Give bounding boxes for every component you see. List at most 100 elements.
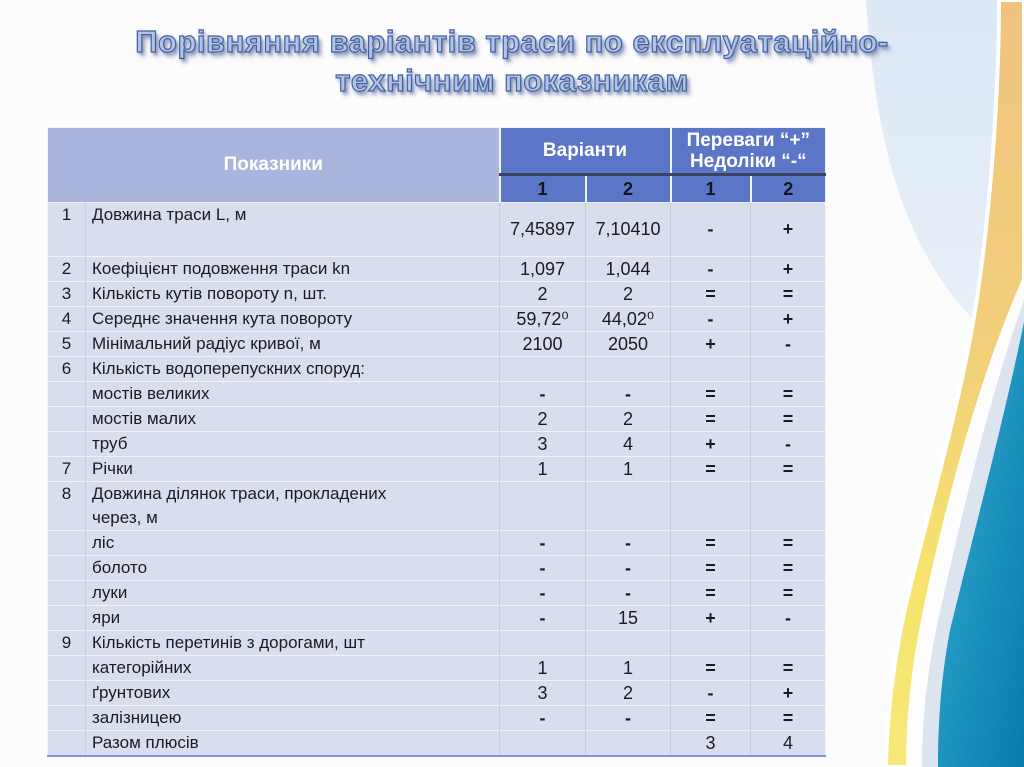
cell-indicator-name: Коефіцієнт подовження траси kn	[85, 256, 500, 282]
table-row: 1 Довжина траси L, м 7,45897 7,10410- +	[47, 202, 826, 257]
cell-pros-2-value: +	[750, 306, 826, 332]
cell-row-number	[47, 431, 86, 457]
cell-variant-1-value: 7,45897	[499, 202, 586, 257]
cell-pros-1-value: -	[670, 680, 751, 706]
table-row: категорійних 1 1 = =	[47, 655, 826, 681]
slide-title-line-1: Порівняння варіантів траси по експлуатац…	[135, 23, 889, 59]
cell-variant-1-value: 2100	[499, 331, 586, 357]
cell-row-number: 7	[47, 456, 86, 482]
table-header: Показники Варіанти Переваги “+” Недоліки…	[47, 127, 826, 203]
cell-indicator-name: категорійних	[85, 655, 500, 681]
cell-indicator-name: луки	[85, 580, 500, 606]
cell-variant-2-value: 1	[584, 655, 671, 681]
cell-indicator-name: яри	[85, 605, 500, 631]
cell-indicator-name: Довжина ділянок траси, прокладених через…	[85, 481, 500, 531]
cell-variant-2-value: -	[584, 530, 671, 556]
cell-variant-1-value	[499, 481, 586, 531]
header-variants: Варіанти	[498, 127, 671, 176]
cell-row-number: 2	[47, 256, 86, 282]
cell-pros-2-value: +	[750, 202, 826, 257]
cell-indicator-name: мостів малих	[85, 406, 500, 432]
cell-pros-1-value: =	[670, 555, 751, 581]
cell-pros-2-value: =	[750, 655, 826, 681]
header-pros-2: 2	[749, 174, 826, 203]
cell-pros-1-value: 3	[670, 730, 751, 756]
table-row: 8 Довжина ділянок траси, прокладених чере…	[47, 481, 826, 531]
table-row: луки - - = =	[47, 580, 826, 606]
table-row: ліс - - = =	[47, 530, 826, 556]
cell-pros-2-value: =	[750, 381, 826, 407]
cell-variant-1-value: 2	[499, 406, 586, 432]
header-indicators: Показники	[47, 127, 501, 203]
cell-row-number	[47, 580, 86, 606]
cell-pros-1-value: =	[670, 456, 751, 482]
table-row: 7 Річки 1 1 = =	[47, 456, 826, 482]
slide-title: Порівняння варіантів траси по експлуатац…	[0, 22, 1024, 100]
cell-indicator-name: ґрунтових	[85, 680, 500, 706]
cell-variant-2-value: 15	[584, 605, 671, 631]
cell-variant-1-value: -	[499, 381, 586, 407]
cell-row-number	[47, 605, 86, 631]
cell-pros-2-value: =	[750, 281, 826, 307]
cell-variant-1-value: -	[499, 555, 586, 581]
cell-pros-1-value	[670, 481, 751, 531]
cell-pros-2-value: =	[750, 705, 826, 731]
cell-row-number	[47, 381, 86, 407]
cell-indicator-name: Кількість перетинів з дорогами, шт	[85, 630, 500, 656]
header-variant-1: 1	[498, 174, 586, 203]
cell-row-number: 4	[47, 306, 86, 332]
cell-pros-2-value	[750, 630, 826, 656]
cell-row-number: 6	[47, 356, 86, 382]
cell-pros-1-value: +	[670, 431, 751, 457]
table-body: 1 Довжина траси L, м 7,45897 7,10410- +2 Коеф…	[47, 202, 826, 756]
cell-variant-2-value	[584, 730, 671, 756]
cell-variant-2-value: 1,044	[584, 256, 671, 282]
table-row: болото - - = =	[47, 555, 826, 581]
slide-title-line-2: технічним показникам	[335, 62, 689, 98]
table-row: мостів великих - - = =	[47, 381, 826, 407]
cell-indicator-name: ліс	[85, 530, 500, 556]
comparison-table: Показники Варіанти Переваги “+” Недоліки…	[47, 127, 827, 757]
cell-variant-1-value: 3	[499, 431, 586, 457]
cell-pros-2-value: -	[750, 331, 826, 357]
cell-variant-2-value: 4	[584, 431, 671, 457]
header-row-main: Показники Варіанти Переваги “+” Недоліки…	[47, 127, 826, 203]
cell-pros-2-value: +	[750, 256, 826, 282]
cell-pros-2-value	[750, 481, 826, 531]
cell-row-number	[47, 655, 86, 681]
cell-variant-1-value	[499, 630, 586, 656]
cell-pros-1-value: =	[670, 281, 751, 307]
cell-variant-2-value: 44,02⁰	[584, 306, 671, 332]
cell-pros-2-value: =	[750, 555, 826, 581]
cell-pros-2-value: -	[750, 431, 826, 457]
cell-row-number	[47, 705, 86, 731]
cell-pros-2-value: =	[750, 580, 826, 606]
cell-pros-1-value: -	[670, 202, 751, 257]
cell-row-number	[47, 406, 86, 432]
cell-variant-1-value: 1	[499, 456, 586, 482]
cell-pros-2-value: =	[750, 406, 826, 432]
cell-row-number	[47, 730, 86, 756]
cell-variant-2-value: 2	[584, 281, 671, 307]
cell-row-number: 8	[47, 481, 86, 531]
wave-teal	[938, 322, 1024, 767]
cell-variant-2-value: -	[584, 580, 671, 606]
cell-variant-1-value: -	[499, 605, 586, 631]
header-row-sub: 1 2 1 2	[48, 174, 826, 203]
cell-variant-1-value: 1,097	[499, 256, 586, 282]
table-row: залізницею - - = =	[47, 705, 826, 731]
cell-indicator-name: Середнє значення кута повороту	[85, 306, 500, 332]
cell-variant-2-value: 7,10410	[584, 202, 671, 257]
cell-variant-2-value	[584, 356, 671, 382]
cell-variant-1-value: 2	[499, 281, 586, 307]
cell-pros-1-value: =	[670, 530, 751, 556]
cell-row-number	[47, 530, 86, 556]
cell-variant-1-value: -	[499, 580, 586, 606]
header-pros-1: 1	[669, 174, 751, 203]
table-row: яри -15 + -	[47, 605, 826, 631]
cell-pros-2-value: =	[750, 456, 826, 482]
cell-variant-2-value: 2	[584, 406, 671, 432]
cell-pros-2-value: -	[750, 605, 826, 631]
